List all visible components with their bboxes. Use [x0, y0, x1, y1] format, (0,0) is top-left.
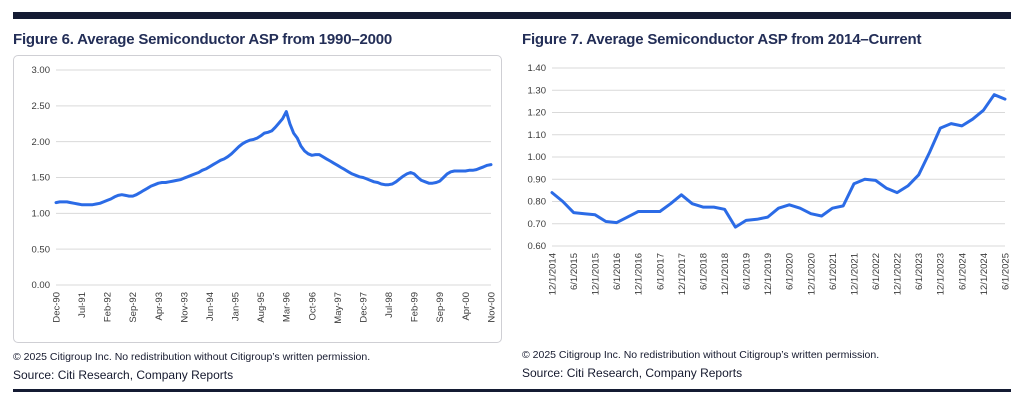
- x-axis-tick-label: 12/1/2022: [893, 253, 904, 295]
- x-axis-tick-label: Dec-90: [51, 292, 62, 323]
- x-axis-tick-label: Feb-99: [410, 292, 421, 322]
- x-axis-tick-label: Apr-93: [154, 292, 165, 321]
- y-axis-tick-label: 1.00: [32, 209, 51, 220]
- source-text: Source: Citi Research, Company Reports: [13, 368, 234, 382]
- source-text: Source: Citi Research, Company Reports: [522, 366, 743, 380]
- x-axis-tick-label: 6/1/2019: [742, 253, 753, 290]
- x-axis-tick-label: Jul-91: [77, 292, 88, 318]
- x-axis-tick-label: 6/1/2017: [655, 253, 666, 290]
- figure7-line-chart: 0.60 0.70 0.80 0.90 1.00 1.10 1.20 1.30 1.40 12/1…: [528, 63, 1012, 295]
- y-axis-tick-label: 2.50: [32, 101, 51, 112]
- y-axis-tick-label: 1.00: [528, 152, 547, 163]
- x-axis-tick-label: Aug-95: [256, 292, 267, 323]
- y-axis-tick-label: 0.70: [528, 219, 547, 230]
- asp-line-series: [550, 93, 1007, 229]
- y-axis-tick-label: 0.50: [32, 244, 51, 255]
- x-axis-tick-label: Apr-00: [461, 292, 472, 321]
- x-axis-tick-label: 6/1/2021: [828, 253, 839, 290]
- bottom-divider-rule: [13, 389, 1011, 392]
- y-axis-tick-label: 0.80: [528, 197, 547, 208]
- figure7-title: Figure 7. Average Semiconductor ASP from…: [522, 31, 922, 48]
- x-axis-tick-label: 6/1/2020: [785, 253, 796, 290]
- figure6-line-chart: 0.00 0.50 1.00 1.50 2.00 2.50 3.00 Dec-90 Jul-91…: [32, 65, 498, 324]
- figure6-section: Figure 6. Average Semiconductor ASP from…: [13, 28, 502, 383]
- x-axis-tick-label: 12/1/2024: [979, 253, 990, 295]
- x-axis-tick-label: 12/1/2017: [677, 253, 688, 295]
- y-axis-tick-label: 1.40: [528, 63, 547, 74]
- y-axis-tick-label: 0.00: [32, 280, 51, 291]
- x-axis-tick-label: Jan-95: [231, 292, 242, 321]
- y-axis-tick-label: 1.20: [528, 108, 547, 119]
- x-axis-tick-label: 6/1/2025: [1000, 253, 1011, 290]
- figure7-footer: © 2025 Citigroup Inc. No redistribution …: [522, 348, 1011, 381]
- x-axis-tick-label: 12/1/2019: [763, 253, 774, 295]
- y-axis-tick-label: 3.00: [32, 65, 51, 76]
- x-axis-tick-label: 6/1/2024: [957, 253, 968, 290]
- figure6-footer: © 2025 Citigroup Inc. No redistribution …: [13, 350, 502, 383]
- x-axis-tick-label: 12/1/2016: [634, 253, 645, 295]
- figure7-section: Figure 7. Average Semiconductor ASP from…: [522, 28, 1011, 381]
- y-axis-tick-label: 1.10: [528, 130, 547, 141]
- x-axis-tick-label: Mar-96: [282, 292, 293, 322]
- x-axis-tick-label: 6/1/2015: [569, 253, 580, 290]
- x-axis-tick-label: 6/1/2023: [914, 253, 925, 290]
- y-axis-tick-label: 2.00: [32, 137, 51, 148]
- copyright-text: © 2025 Citigroup Inc. No redistribution …: [522, 349, 880, 361]
- copyright-text: © 2025 Citigroup Inc. No redistribution …: [13, 351, 371, 363]
- asp-line-series: [54, 110, 493, 207]
- x-axis-tick-label: Feb-92: [103, 292, 114, 322]
- x-axis-tick-label: 6/1/2022: [871, 253, 882, 290]
- y-axis-tick-label: 0.90: [528, 174, 547, 185]
- y-axis-tick-label: 1.30: [528, 85, 547, 96]
- figure7-chart-frame: 0.60 0.70 0.80 0.90 1.00 1.10 1.20 1.30 1.40 12/1…: [522, 55, 1011, 341]
- x-axis-tick-label: 12/1/2014: [547, 253, 558, 295]
- figure6-title: Figure 6. Average Semiconductor ASP from…: [13, 31, 393, 48]
- x-axis-tick-label: 12/1/2015: [591, 253, 602, 295]
- x-axis-tick-label: Jun-94: [205, 292, 216, 321]
- x-axis-tick-label: 12/1/2018: [720, 253, 731, 295]
- x-axis-tick-label: Sep-99: [435, 292, 446, 323]
- x-axis-tick-label: 6/1/2018: [698, 253, 709, 290]
- x-axis-tick-label: 12/1/2020: [806, 253, 817, 295]
- x-axis-tick-label: 12/1/2023: [936, 253, 947, 295]
- x-axis-tick-label: Sep-92: [128, 292, 139, 323]
- x-axis-tick-label: Dec-97: [358, 292, 369, 323]
- x-axis-tick-label: May-97: [333, 292, 344, 324]
- x-axis-tick-label: Nov-93: [179, 292, 190, 323]
- x-axis-tick-label: Oct-96: [307, 292, 318, 321]
- y-axis-tick-label: 1.50: [32, 173, 51, 184]
- x-axis-tick-label: Jul-98: [384, 292, 395, 318]
- x-axis-tick-label: 12/1/2021: [849, 253, 860, 295]
- top-divider-rule: [13, 12, 1011, 19]
- x-axis-tick-label: 6/1/2016: [612, 253, 623, 290]
- x-axis-tick-label: Nov-00: [486, 292, 497, 323]
- y-axis-tick-label: 0.60: [528, 241, 547, 252]
- figure6-chart-frame: 0.00 0.50 1.00 1.50 2.00 2.50 3.00 Dec-90 Jul-91…: [13, 55, 502, 343]
